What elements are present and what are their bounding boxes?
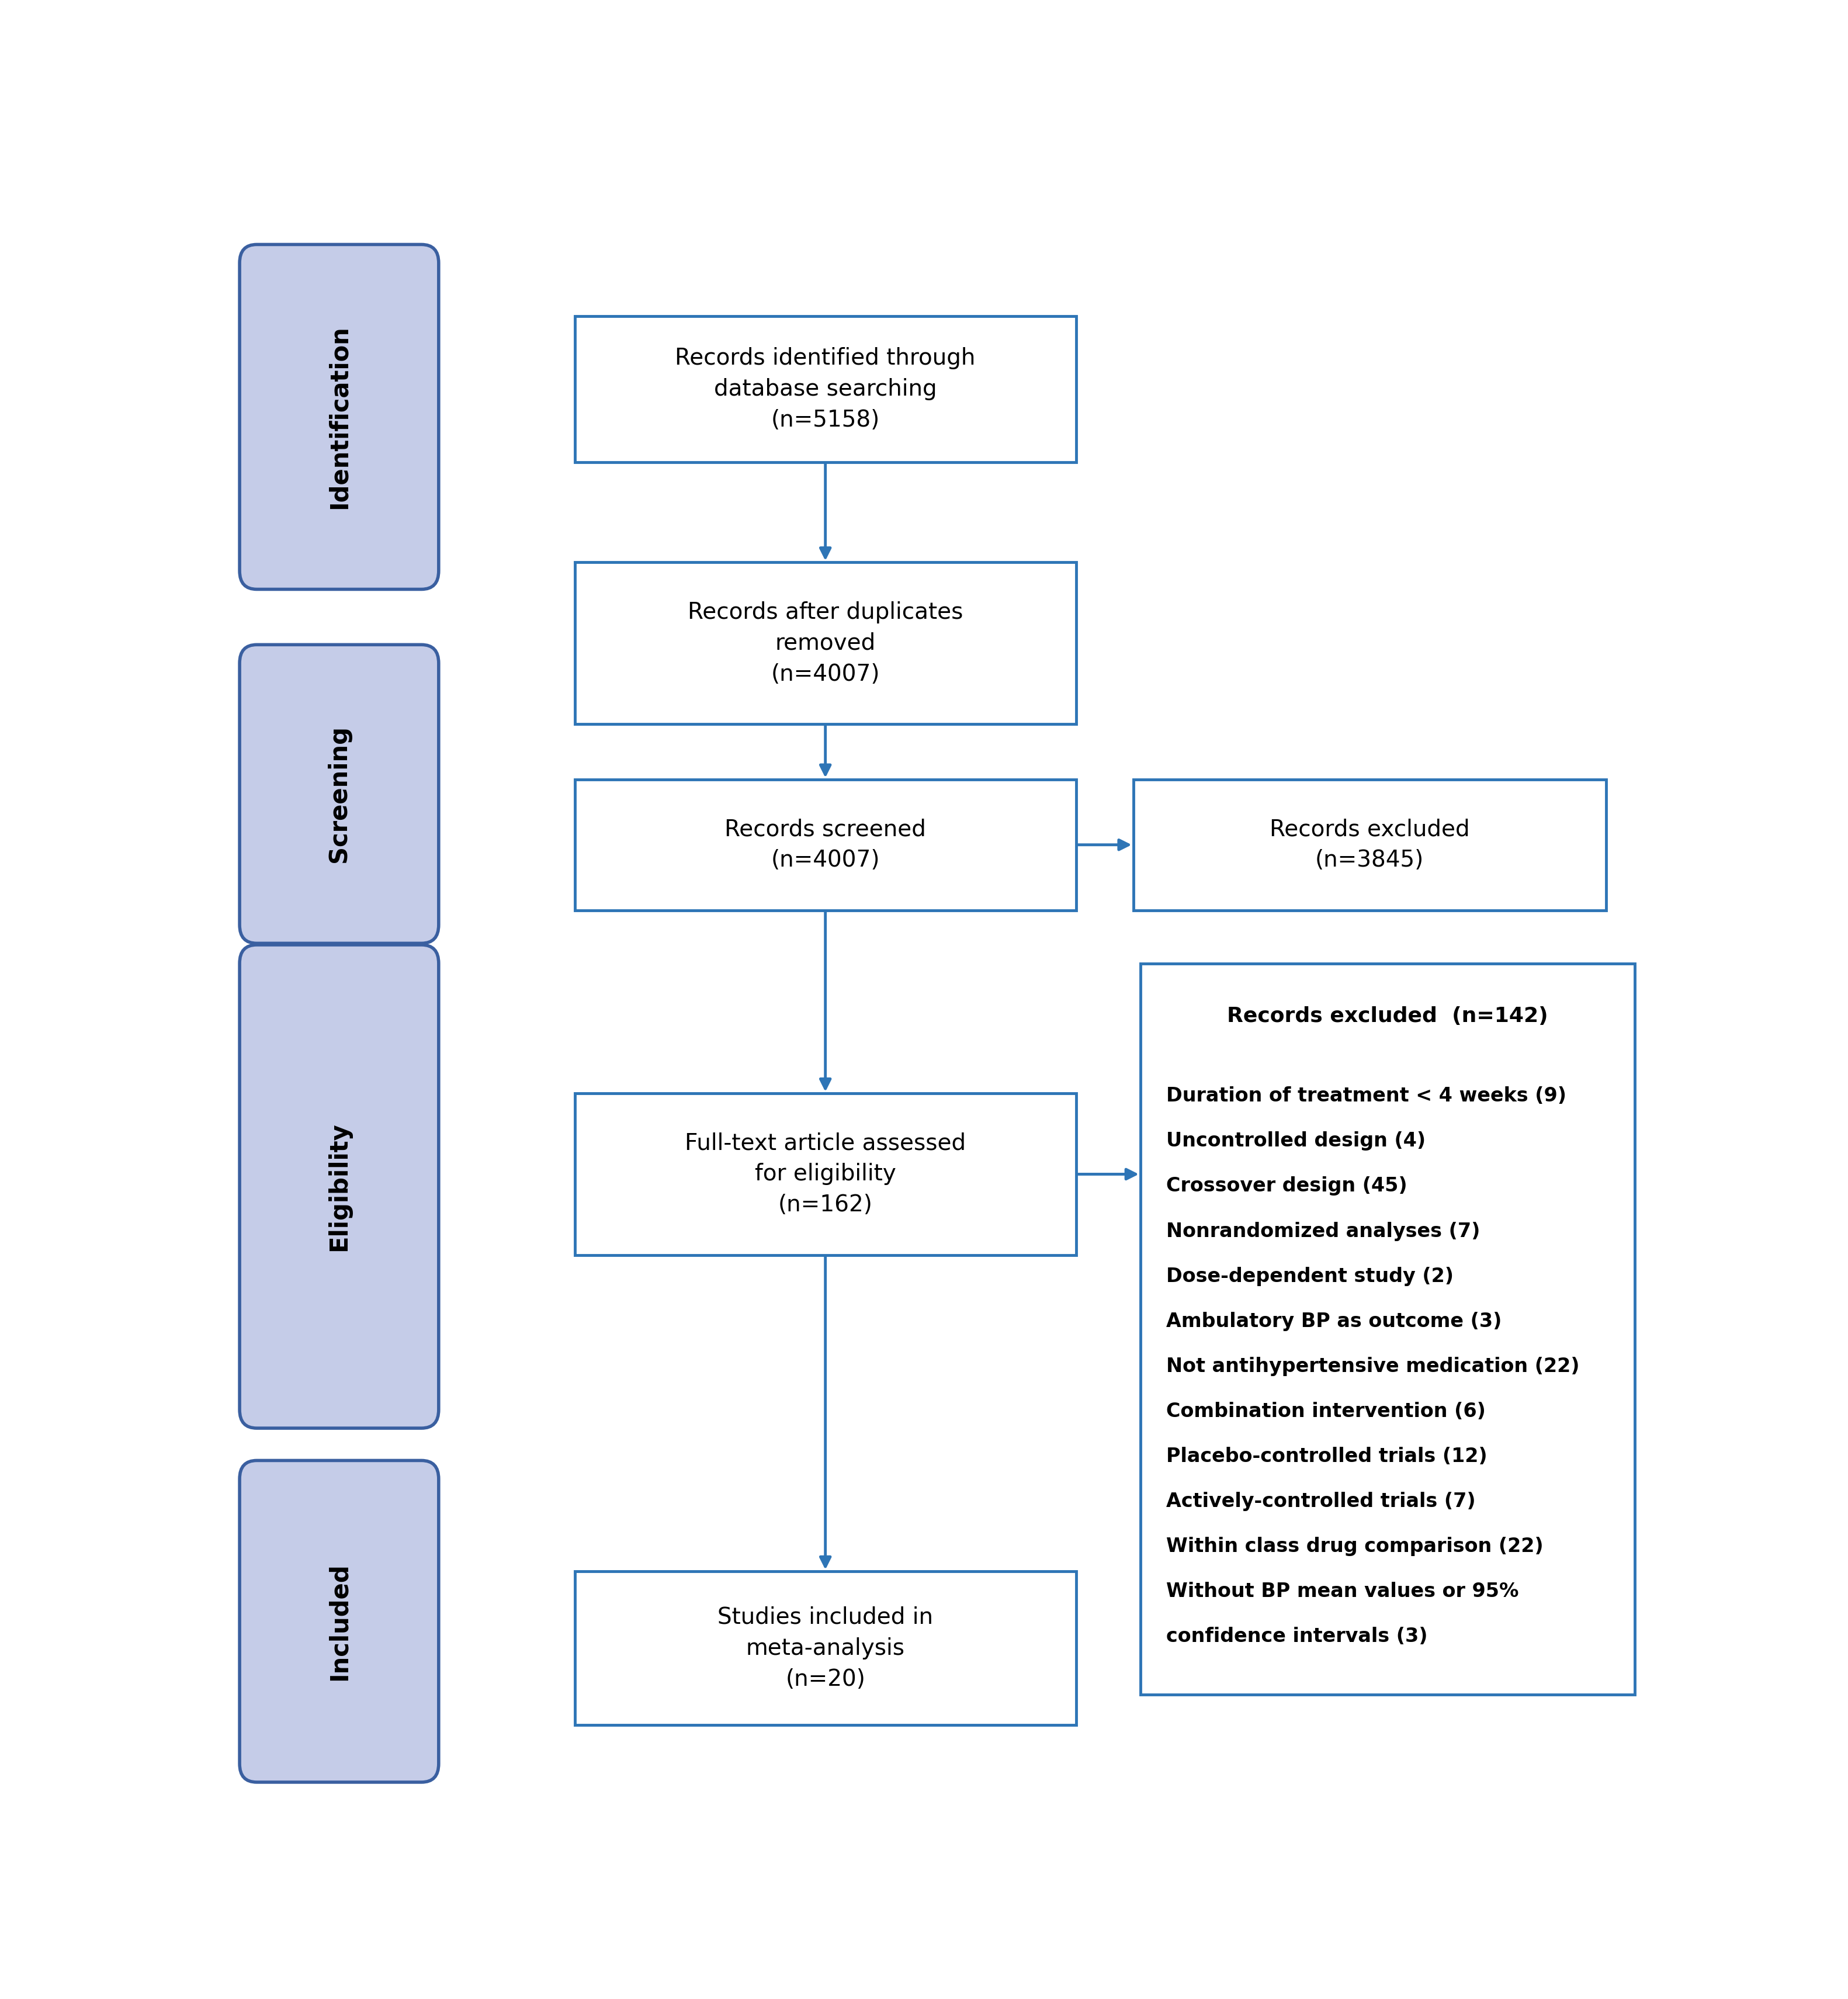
Text: Records excluded
(n=3845): Records excluded (n=3845)	[1270, 818, 1469, 872]
Text: Records after duplicates
removed
(n=4007): Records after duplicates removed (n=4007…	[687, 602, 963, 686]
Text: Studies included in
meta-analysis
(n=20): Studies included in meta-analysis (n=20)	[717, 1607, 933, 1691]
Text: Full-text article assessed
for eligibility
(n=162): Full-text article assessed for eligibili…	[686, 1131, 967, 1215]
Text: Duration of treatment < 4 weeks (9): Duration of treatment < 4 weeks (9)	[1166, 1087, 1567, 1105]
FancyBboxPatch shape	[1140, 964, 1635, 1695]
Text: Crossover design (45): Crossover design (45)	[1166, 1177, 1408, 1195]
FancyBboxPatch shape	[575, 780, 1076, 910]
Text: Ambulatory BP as outcome (3): Ambulatory BP as outcome (3)	[1166, 1311, 1502, 1331]
FancyBboxPatch shape	[240, 244, 438, 590]
Text: Identification: Identification	[327, 326, 351, 510]
FancyBboxPatch shape	[1133, 780, 1606, 910]
Text: Screening: Screening	[327, 726, 351, 864]
FancyBboxPatch shape	[575, 1093, 1076, 1255]
Text: Without BP mean values or 95%: Without BP mean values or 95%	[1166, 1581, 1519, 1601]
Text: Dose-dependent study (2): Dose-dependent study (2)	[1166, 1267, 1454, 1285]
Text: Records screened
(n=4007): Records screened (n=4007)	[724, 818, 926, 872]
FancyBboxPatch shape	[575, 1571, 1076, 1725]
Text: Records identified through
database searching
(n=5158): Records identified through database sear…	[675, 348, 976, 432]
FancyBboxPatch shape	[240, 646, 438, 944]
Text: Included: Included	[327, 1563, 351, 1681]
Text: Records excluded  (n=142): Records excluded (n=142)	[1227, 1005, 1549, 1025]
Text: confidence intervals (3): confidence intervals (3)	[1166, 1627, 1429, 1647]
Text: Combination intervention (6): Combination intervention (6)	[1166, 1401, 1486, 1421]
FancyBboxPatch shape	[240, 946, 438, 1427]
Text: Actively-controlled trials (7): Actively-controlled trials (7)	[1166, 1491, 1477, 1511]
FancyBboxPatch shape	[575, 562, 1076, 724]
Text: Nonrandomized analyses (7): Nonrandomized analyses (7)	[1166, 1221, 1480, 1241]
Text: Within class drug comparison (22): Within class drug comparison (22)	[1166, 1537, 1543, 1555]
FancyBboxPatch shape	[240, 1461, 438, 1783]
Text: Placebo-controlled trials (12): Placebo-controlled trials (12)	[1166, 1447, 1488, 1465]
Text: Not antihypertensive medication (22): Not antihypertensive medication (22)	[1166, 1357, 1580, 1375]
FancyBboxPatch shape	[575, 316, 1076, 462]
Text: Eligibility: Eligibility	[327, 1121, 351, 1251]
Text: Uncontrolled design (4): Uncontrolled design (4)	[1166, 1131, 1425, 1151]
